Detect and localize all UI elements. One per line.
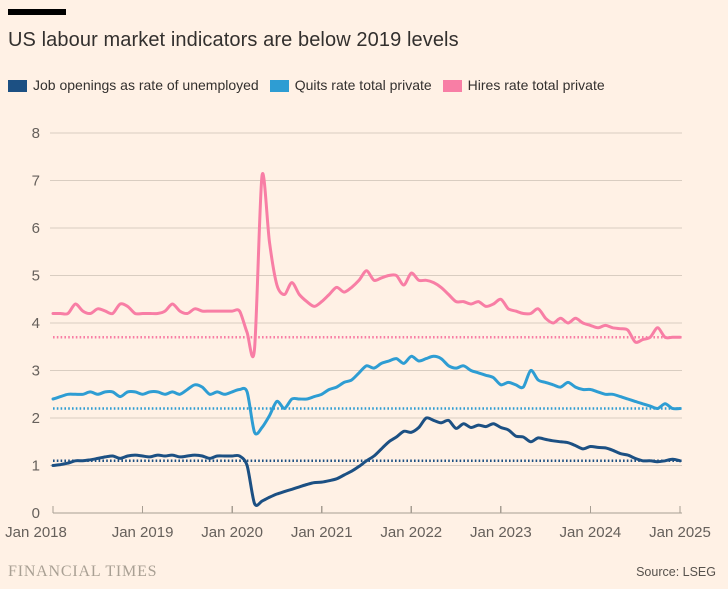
legend-color-swatch-icon — [442, 79, 462, 92]
x-tick-label: Jan 2020 — [201, 524, 263, 541]
x-tick-label: Jan 2022 — [380, 524, 442, 541]
series-line — [51, 416, 682, 507]
legend-color-swatch-icon — [8, 79, 27, 92]
y-tick-label: 2 — [32, 410, 40, 427]
y-tick-label: 0 — [32, 505, 40, 522]
x-tick-label: Jan 2025 — [649, 524, 711, 541]
source-credit: Source: LSEG — [636, 565, 716, 579]
legend-label: Quits rate total private — [294, 77, 432, 93]
y-tick-label: 7 — [32, 173, 40, 190]
y-tick-label: 5 — [32, 268, 40, 285]
legend-item: Hires rate total private — [442, 77, 605, 94]
gridlines — [50, 132, 682, 466]
x-axis — [52, 506, 682, 514]
y-tick-label: 6 — [32, 220, 40, 237]
x-tick-label: Jan 2023 — [470, 524, 532, 541]
ft-logo-text: FINANCIAL TIMES — [8, 563, 158, 580]
series-line — [51, 172, 682, 359]
chart-footer: FINANCIAL TIMES Source: LSEG — [8, 559, 716, 581]
x-axis-labels: Jan 2018 Jan 2019 Jan 2020 Jan 2021 Jan 2022… — [5, 524, 711, 541]
y-axis-labels: 0 1 2 3 4 5 6 7 8 — [32, 125, 40, 522]
chart-legend: Job openings as rate of unemployed Quits … — [8, 77, 724, 94]
title-accent-bar — [8, 9, 66, 15]
series-line — [51, 354, 682, 436]
reference-lines-2019 — [53, 336, 682, 462]
x-tick-label: Jan 2024 — [560, 524, 622, 541]
legend-color-swatch-icon — [269, 79, 289, 92]
legend-label: Job openings as rate of unemployed — [33, 77, 259, 93]
x-tick-label: Jan 2018 — [5, 524, 67, 541]
y-tick-label: 1 — [32, 458, 40, 475]
chart-title: US labour market indicators are below 20… — [8, 29, 459, 51]
legend-item: Job openings as rate of unemployed — [8, 77, 259, 94]
x-tick-label: Jan 2019 — [112, 524, 174, 541]
x-tick-label: Jan 2021 — [291, 524, 353, 541]
y-tick-label: 4 — [32, 315, 40, 332]
legend-label: Hires rate total private — [467, 77, 605, 93]
y-tick-label: 3 — [32, 363, 40, 380]
y-tick-label: 8 — [32, 125, 40, 142]
legend-item: Quits rate total private — [269, 77, 432, 94]
